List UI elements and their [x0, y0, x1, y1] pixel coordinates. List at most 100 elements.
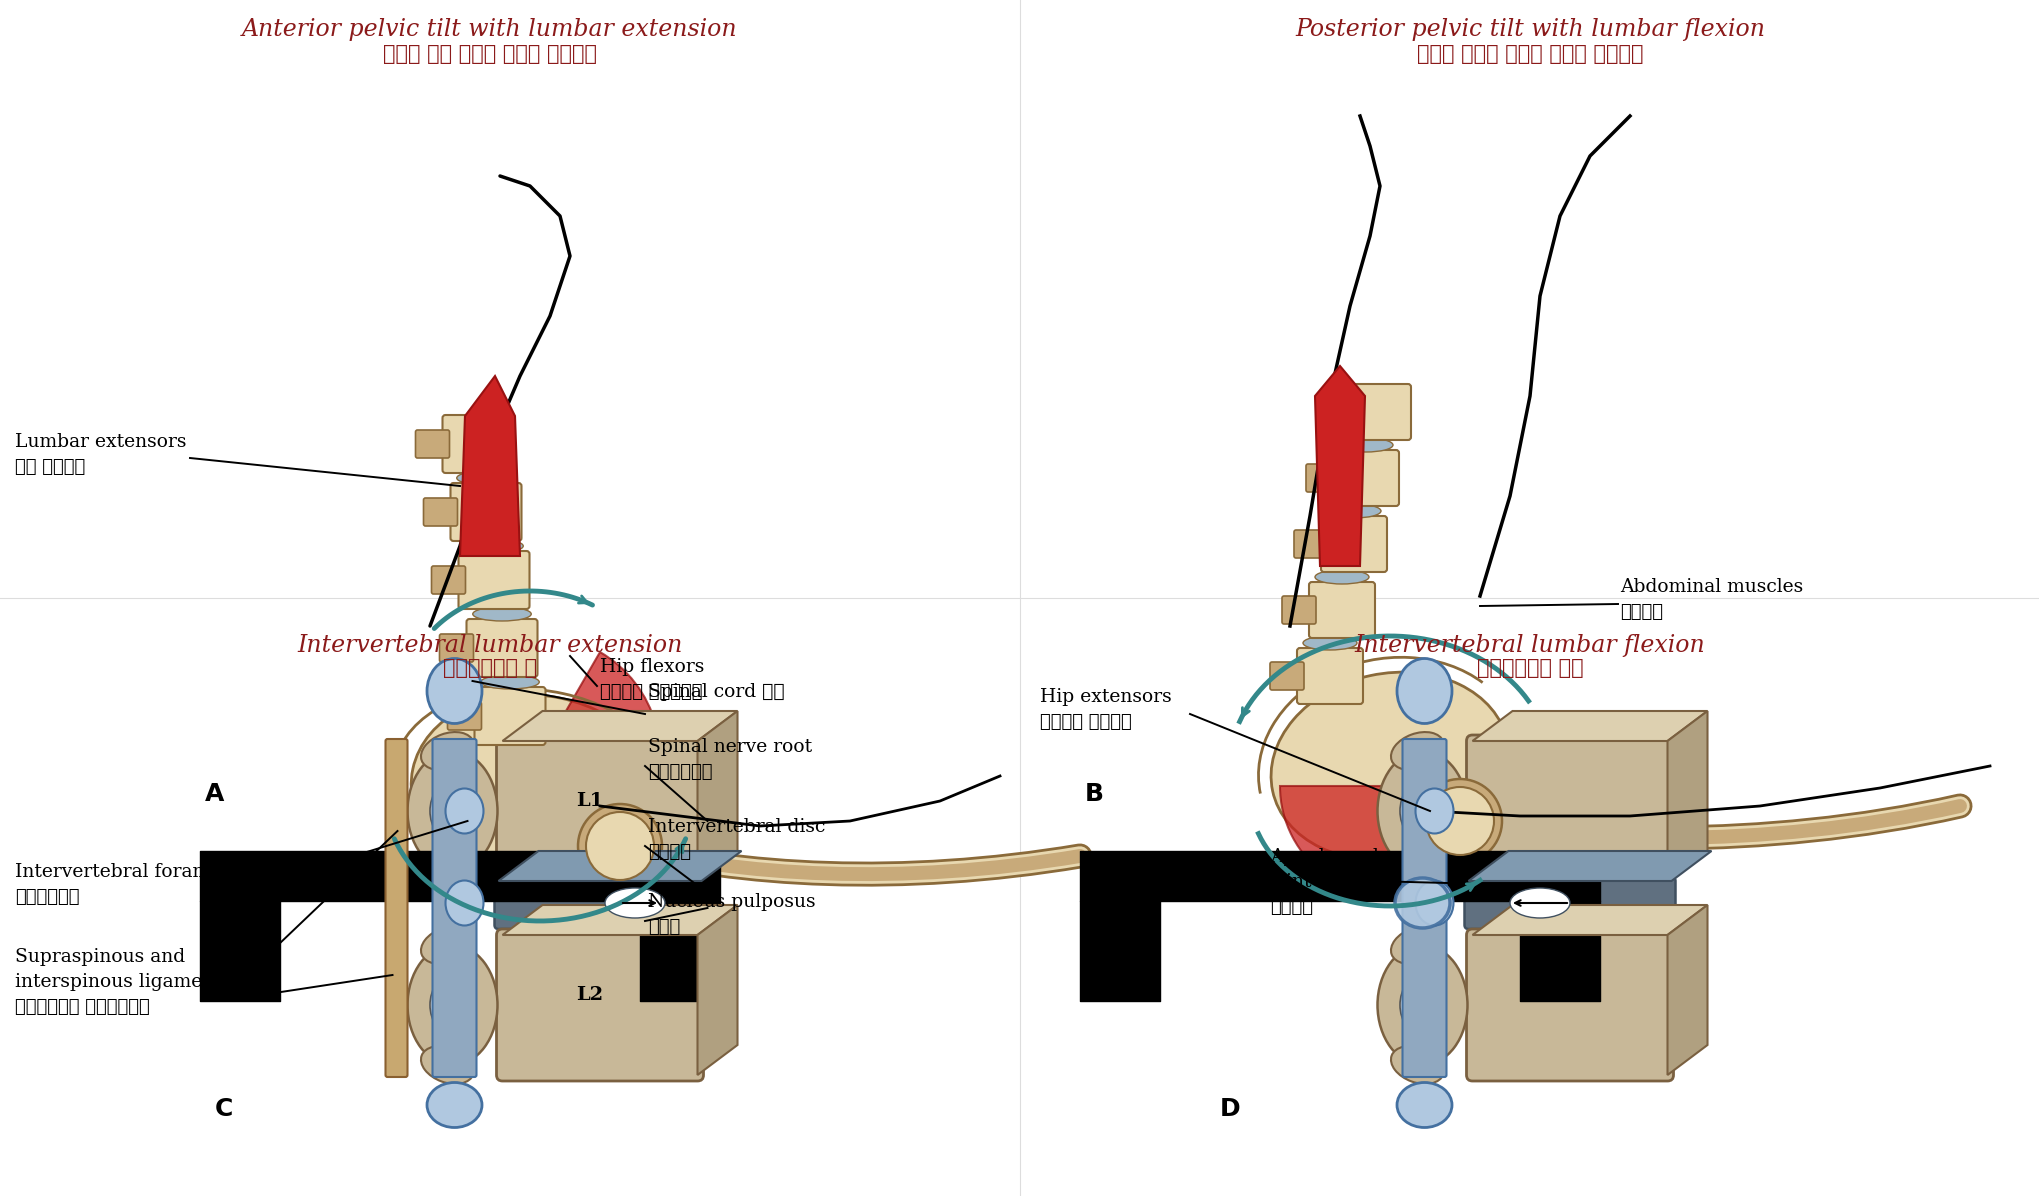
Text: interspinous ligaments: interspinous ligaments — [14, 974, 230, 991]
Text: Spinal cord 척수: Spinal cord 척수 — [648, 683, 785, 701]
FancyBboxPatch shape — [385, 739, 408, 1078]
Text: Hip flexors: Hip flexors — [599, 658, 703, 676]
Ellipse shape — [465, 539, 524, 553]
Text: Intervertebral lumbar flexion: Intervertebral lumbar flexion — [1354, 634, 1705, 657]
Ellipse shape — [1415, 788, 1454, 834]
FancyBboxPatch shape — [1346, 384, 1411, 440]
Polygon shape — [461, 376, 520, 556]
Text: 척추사이구멍: 척추사이구멍 — [14, 887, 80, 907]
Ellipse shape — [457, 471, 516, 486]
Text: 허리척추사이 굽힘: 허리척추사이 굽힘 — [1476, 658, 1584, 678]
FancyBboxPatch shape — [1309, 582, 1374, 637]
Text: L2: L2 — [577, 986, 604, 1003]
FancyBboxPatch shape — [1403, 739, 1446, 1078]
Text: 속질핵: 속질핵 — [648, 919, 681, 936]
Text: 가시끝인대와 가시사이인대: 가시끝인대와 가시사이인대 — [14, 997, 149, 1015]
FancyBboxPatch shape — [1295, 530, 1327, 559]
Ellipse shape — [606, 887, 665, 919]
Ellipse shape — [426, 659, 481, 724]
Text: Posterior pelvic tilt with lumbar flexion: Posterior pelvic tilt with lumbar flexio… — [1295, 18, 1766, 41]
FancyBboxPatch shape — [442, 415, 514, 472]
Text: Nucleus pulposus: Nucleus pulposus — [648, 893, 816, 911]
Text: joint: joint — [1270, 873, 1313, 891]
Ellipse shape — [1391, 732, 1444, 770]
Ellipse shape — [1270, 672, 1509, 860]
Ellipse shape — [1378, 945, 1468, 1064]
FancyBboxPatch shape — [1466, 929, 1674, 1081]
Text: 엉덩관절 굽힘근육들: 엉덩관절 굽힘근육들 — [599, 683, 703, 701]
Ellipse shape — [473, 608, 532, 621]
Text: Supraspinous and: Supraspinous and — [14, 948, 186, 966]
Text: 척수신경뿌리: 척수신경뿌리 — [648, 763, 712, 781]
Ellipse shape — [1401, 975, 1446, 1035]
Ellipse shape — [426, 1082, 481, 1128]
Ellipse shape — [412, 695, 669, 897]
Ellipse shape — [1327, 504, 1380, 518]
Polygon shape — [1472, 905, 1707, 935]
FancyBboxPatch shape — [1297, 648, 1362, 704]
Wedge shape — [540, 652, 661, 816]
Wedge shape — [1280, 786, 1427, 896]
FancyBboxPatch shape — [475, 687, 546, 745]
Ellipse shape — [1340, 438, 1393, 452]
Polygon shape — [697, 710, 738, 881]
Text: D: D — [1219, 1097, 1240, 1121]
Ellipse shape — [430, 781, 475, 841]
FancyBboxPatch shape — [459, 551, 530, 609]
FancyBboxPatch shape — [447, 702, 481, 730]
Text: 배근육들: 배근육들 — [1621, 603, 1664, 621]
FancyBboxPatch shape — [416, 431, 449, 458]
FancyBboxPatch shape — [432, 566, 465, 594]
Polygon shape — [498, 852, 742, 881]
Text: 엉덩관절 폄근육들: 엉덩관절 폄근육들 — [1040, 713, 1132, 731]
Text: A: A — [206, 782, 224, 806]
Text: Anterior pelvic tilt with lumbar extension: Anterior pelvic tilt with lumbar extensi… — [243, 18, 738, 41]
Text: L1: L1 — [577, 792, 604, 810]
FancyBboxPatch shape — [451, 483, 522, 541]
Polygon shape — [1472, 710, 1707, 742]
Text: Intervertebral disc: Intervertebral disc — [648, 818, 826, 836]
Ellipse shape — [445, 788, 483, 834]
Ellipse shape — [1391, 1046, 1444, 1084]
Ellipse shape — [420, 1046, 473, 1084]
FancyBboxPatch shape — [498, 929, 703, 1081]
Circle shape — [577, 804, 663, 887]
Text: Spinal nerve root: Spinal nerve root — [648, 738, 812, 756]
Ellipse shape — [1401, 781, 1446, 841]
Ellipse shape — [420, 852, 473, 890]
Ellipse shape — [1315, 570, 1368, 584]
Polygon shape — [502, 905, 738, 935]
Circle shape — [585, 812, 655, 880]
Text: 돌기관절: 돌기관절 — [1270, 898, 1313, 916]
Text: 허리척추사이 폄: 허리척추사이 폄 — [442, 658, 536, 678]
FancyBboxPatch shape — [1464, 877, 1676, 929]
Ellipse shape — [1391, 852, 1444, 890]
FancyBboxPatch shape — [1307, 464, 1340, 492]
Text: Intervertebral lumbar extension: Intervertebral lumbar extension — [298, 634, 683, 657]
Ellipse shape — [1378, 751, 1468, 871]
Text: B: B — [1085, 782, 1103, 806]
FancyBboxPatch shape — [1321, 515, 1387, 572]
FancyBboxPatch shape — [467, 620, 538, 677]
Text: 허리뼈 굽힘과 동반된 골반의 뒤기울임: 허리뼈 굽힘과 동반된 골반의 뒤기울임 — [1417, 44, 1643, 65]
Ellipse shape — [1397, 1082, 1452, 1128]
Text: Intervertebral foramen: Intervertebral foramen — [14, 864, 232, 881]
Ellipse shape — [430, 975, 475, 1035]
Ellipse shape — [420, 732, 473, 770]
Ellipse shape — [481, 675, 538, 689]
Ellipse shape — [1303, 636, 1358, 649]
Polygon shape — [697, 905, 738, 1075]
Text: Abdominal muscles: Abdominal muscles — [1621, 578, 1802, 596]
Text: Apophyseal: Apophyseal — [1270, 848, 1378, 866]
Circle shape — [1417, 779, 1503, 864]
FancyBboxPatch shape — [498, 736, 703, 887]
FancyBboxPatch shape — [1317, 398, 1352, 426]
Ellipse shape — [420, 926, 473, 964]
Polygon shape — [502, 710, 738, 742]
Polygon shape — [1668, 710, 1707, 881]
Text: Hip extensors: Hip extensors — [1040, 688, 1172, 706]
FancyBboxPatch shape — [1270, 663, 1305, 690]
Ellipse shape — [1391, 926, 1444, 964]
Ellipse shape — [1395, 878, 1450, 928]
Circle shape — [1425, 787, 1495, 855]
